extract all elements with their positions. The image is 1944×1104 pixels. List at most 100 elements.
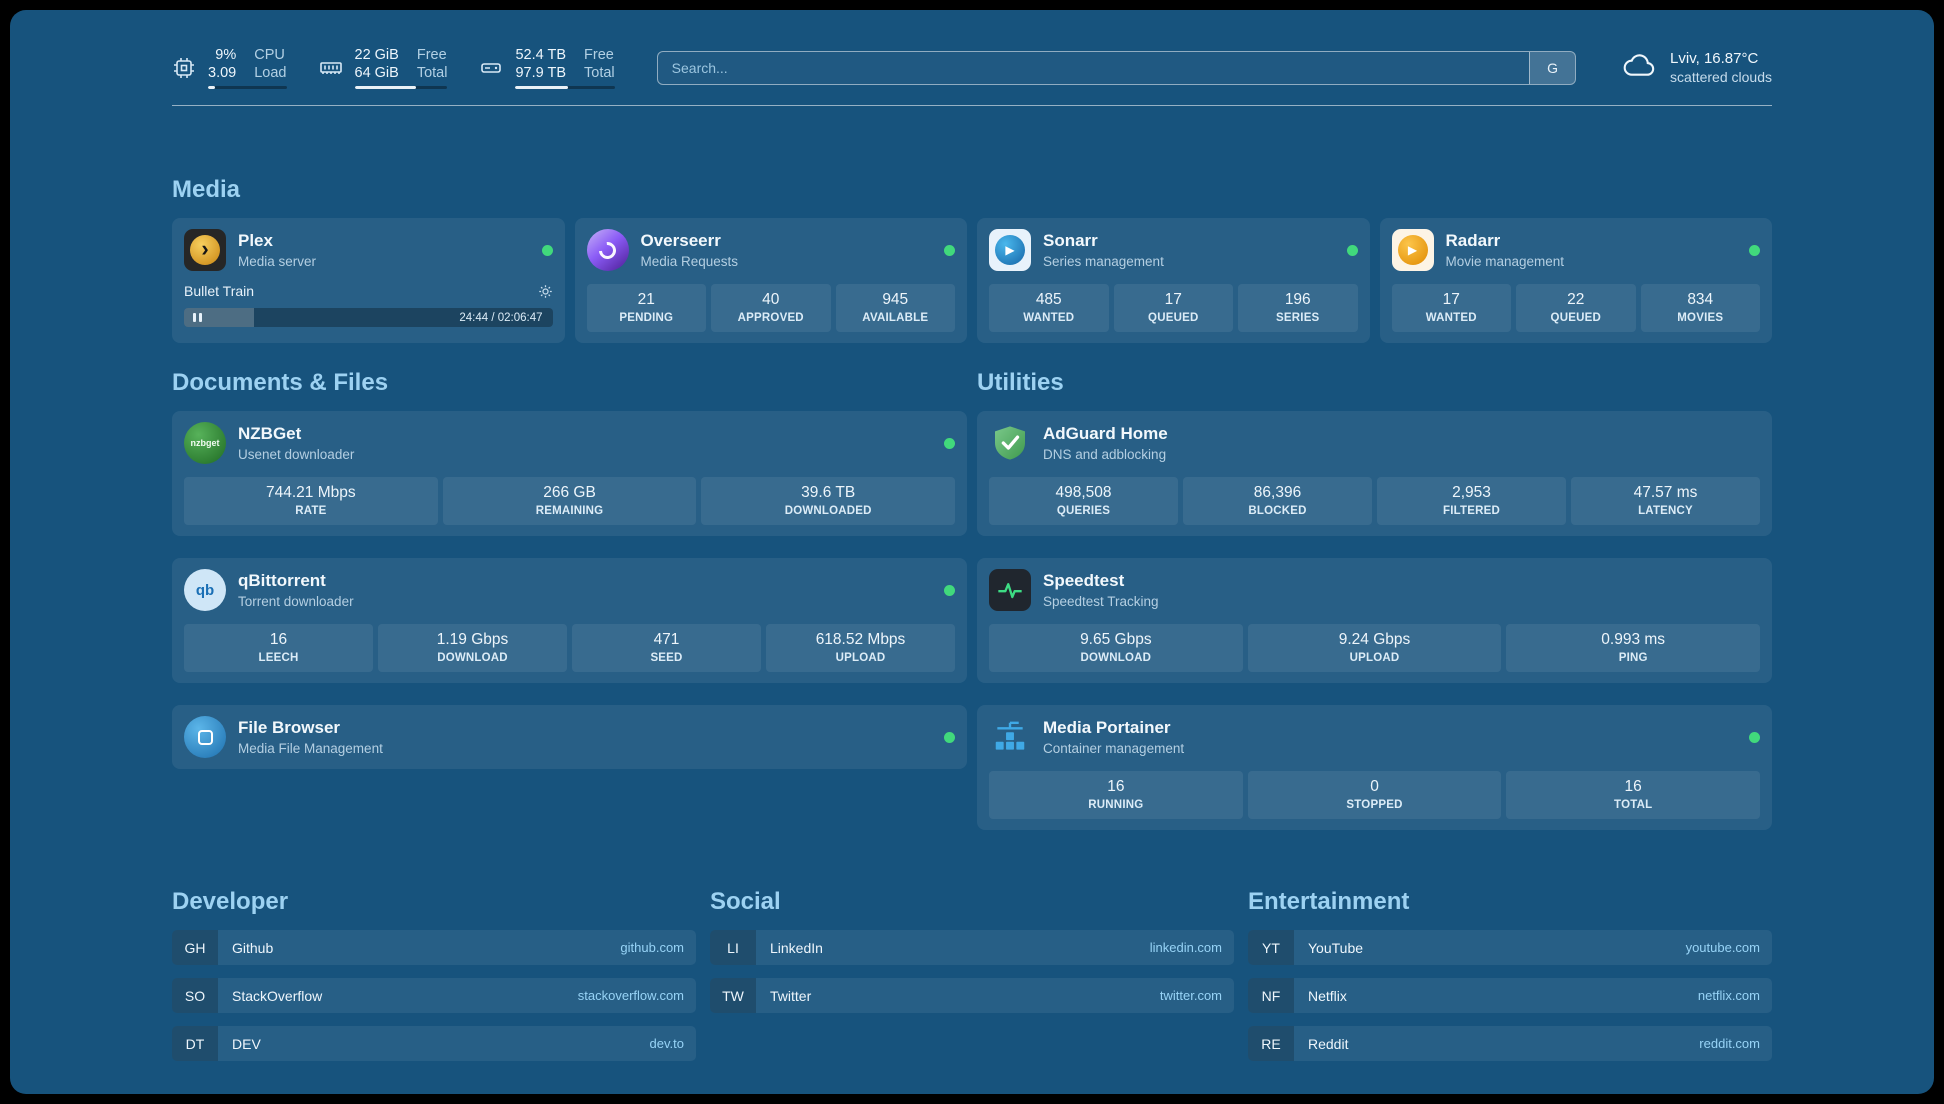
sonarr-icon: ▶ <box>989 229 1031 271</box>
playback-time: 24:44 / 02:06:47 <box>459 311 543 324</box>
status-dot <box>944 584 955 596</box>
bookmark-reddit[interactable]: RE Reddit reddit.com <box>1248 1026 1772 1061</box>
bookmark-name: Reddit <box>1308 1035 1349 1052</box>
cpu-load-value: 3.09 <box>208 65 237 81</box>
cpu-widget: 9% 3.09 CPU Load <box>172 46 287 89</box>
overseerr-icon <box>586 229 629 271</box>
weather-condition: scattered clouds <box>1670 69 1772 85</box>
stat-tile: 196 SERIES <box>1238 284 1358 332</box>
service-subtitle: Media File Management <box>238 741 383 756</box>
status-dot <box>944 244 955 256</box>
pause-icon[interactable] <box>193 313 202 322</box>
bookmark-name: Twitter <box>770 987 812 1004</box>
service-card-radarr[interactable]: ▶ Radarr Movie management 17 WANTED 22 Q… <box>1379 218 1772 343</box>
topbar: 9% 3.09 CPU Load <box>172 46 1772 89</box>
service-name: Media Portainer <box>1043 718 1171 737</box>
stat-tile: 471 SEED <box>572 624 761 672</box>
bookmark-group-social: Social LI LinkedIn linkedin.com TW Twitt… <box>710 888 1234 1061</box>
service-name: Speedtest <box>1043 571 1125 590</box>
disk-icon <box>479 56 503 80</box>
speedtest-icon <box>989 569 1031 611</box>
bookmark-abbr: NF <box>1248 978 1294 1013</box>
status-dot <box>1346 244 1358 256</box>
service-card-speedtest[interactable]: Speedtest Speedtest Tracking 9.65 Gbps D… <box>977 558 1772 683</box>
disk-progress-bar <box>515 86 615 89</box>
stat-tile: 86,396 BLOCKED <box>1183 477 1372 525</box>
bookmark-stackoverflow[interactable]: SO StackOverflow stackoverflow.com <box>172 978 696 1013</box>
now-playing-title: Bullet Train <box>184 283 255 299</box>
service-subtitle: Media Requests <box>640 254 739 269</box>
stat-tile: 618.52 Mbps UPLOAD <box>766 624 955 672</box>
bookmark-abbr: DT <box>172 1026 218 1061</box>
bookmark-netflix[interactable]: NF Netflix netflix.com <box>1248 978 1772 1013</box>
nzbget-icon: nzbget <box>184 422 226 464</box>
service-card-qbittorrent[interactable]: qb qBittorrent Torrent downloader 16 LEE… <box>172 558 967 683</box>
cpu-icon <box>172 56 196 80</box>
documents-column: Documents & Files nzbget NZBGet Usenet d… <box>172 369 967 769</box>
stat-tile: 9.24 Gbps UPLOAD <box>1247 624 1502 672</box>
weather-widget: Lviv, 16.87°C scattered clouds <box>1622 50 1772 85</box>
bookmark-abbr: LI <box>710 930 756 965</box>
service-card-overseerr[interactable]: Overseerr Media Requests 21 PENDING 40 A… <box>574 218 967 343</box>
bookmark-abbr: RE <box>1248 1026 1294 1061</box>
bookmark-group-entertainment: Entertainment YT YouTube youtube.com NF … <box>1248 888 1772 1061</box>
bookmark-dev[interactable]: DT DEV dev.to <box>172 1026 696 1061</box>
service-card-portainer[interactable]: Media Portainer Container management 16 … <box>977 705 1772 830</box>
stat-tile: 266 GB REMAINING <box>442 477 697 525</box>
playback-progress-bar[interactable]: 24:44 / 02:06:47 <box>184 308 553 327</box>
bookmark-twitter[interactable]: TW Twitter twitter.com <box>710 978 1234 1013</box>
search-provider-button[interactable]: G <box>1529 51 1576 84</box>
bookmark-name: DEV <box>232 1035 261 1052</box>
bookmarks-section: Developer GH Github github.com SO StackO… <box>172 888 1772 1061</box>
bookmark-domain: linkedin.com <box>1149 940 1222 955</box>
service-card-nzbget[interactable]: nzbget NZBGet Usenet downloader 744.21 M… <box>172 411 967 536</box>
bookmark-abbr: GH <box>172 930 218 965</box>
service-name: Sonarr <box>1043 231 1098 250</box>
section-title-documents: Documents & Files <box>172 369 389 396</box>
status-dot <box>1749 731 1760 743</box>
service-card-sonarr[interactable]: ▶ Sonarr Series management 485 WANTED 17… <box>977 218 1370 343</box>
bookmark-github[interactable]: GH Github github.com <box>172 930 696 965</box>
stat-tile: 21 PENDING <box>586 284 706 332</box>
topbar-divider <box>172 105 1772 106</box>
cloud-icon <box>1622 50 1658 85</box>
search-input[interactable] <box>657 51 1530 84</box>
memory-icon <box>319 56 343 80</box>
service-subtitle: Movie management <box>1445 254 1565 269</box>
service-subtitle: Speedtest Tracking <box>1043 594 1159 609</box>
memory-free-value: 22 GiB <box>354 47 399 63</box>
disk-free-label: Free <box>584 47 614 63</box>
section-title-social: Social <box>710 888 781 915</box>
weather-location: Lviv, 16.87°C <box>1670 50 1759 67</box>
stat-tile: 22 QUEUED <box>1516 284 1636 332</box>
dashboard-panel: 9% 3.09 CPU Load <box>10 10 1934 1094</box>
search-bar[interactable]: G <box>656 50 1577 85</box>
gear-icon[interactable] <box>538 284 553 299</box>
section-title-utilities: Utilities <box>977 369 1064 396</box>
stat-tile: 16 RUNNING <box>989 771 1243 819</box>
stat-tile: 485 WANTED <box>989 284 1109 332</box>
service-card-adguard[interactable]: AdGuard Home DNS and adblocking 498,508 … <box>977 411 1772 536</box>
section-title-entertainment: Entertainment <box>1248 888 1410 915</box>
service-subtitle: Torrent downloader <box>238 594 354 609</box>
bookmark-youtube[interactable]: YT YouTube youtube.com <box>1248 930 1772 965</box>
bookmark-abbr: TW <box>710 978 756 1013</box>
status-dot <box>944 731 955 743</box>
service-name: Overseerr <box>640 231 721 250</box>
bookmark-name: YouTube <box>1308 939 1364 956</box>
service-card-filebrowser[interactable]: File Browser Media File Management <box>172 705 967 769</box>
bookmark-name: StackOverflow <box>232 987 323 1004</box>
memory-widget: 22 GiB 64 GiB Free Total <box>319 46 448 89</box>
radarr-icon: ▶ <box>1391 229 1434 271</box>
stat-tile: 9.65 Gbps DOWNLOAD <box>989 624 1243 672</box>
section-title-media: Media <box>172 176 241 203</box>
cpu-progress-bar <box>208 86 287 89</box>
service-subtitle: DNS and adblocking <box>1043 447 1167 462</box>
stat-tile: 40 APPROVED <box>711 284 831 332</box>
bookmark-linkedin[interactable]: LI LinkedIn linkedin.com <box>710 930 1234 965</box>
bookmark-abbr: SO <box>172 978 218 1013</box>
stat-tile: 47.57 ms LATENCY <box>1571 477 1760 525</box>
portainer-icon <box>989 716 1031 758</box>
service-card-plex[interactable]: › Plex Media server Bullet Train <box>172 218 565 343</box>
stat-tile: 1.19 Gbps DOWNLOAD <box>378 624 567 672</box>
